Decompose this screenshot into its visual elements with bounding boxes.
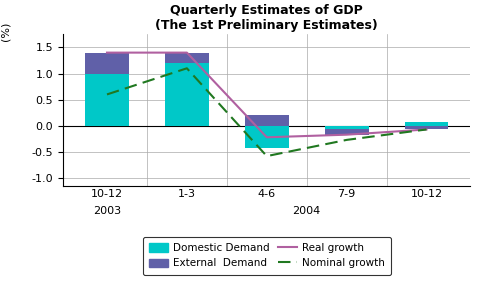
Bar [165,63,209,126]
Bar [404,126,448,130]
Bar [85,53,129,74]
Bar [244,115,288,126]
Bar [324,130,368,135]
Y-axis label: (%): (%) [0,22,10,41]
Text: 2003: 2003 [93,206,121,216]
Bar [85,74,129,126]
Bar [404,122,448,126]
Bar [165,53,209,63]
Bar [244,126,288,148]
Bar [324,126,368,130]
Text: 2004: 2004 [292,206,320,216]
Title: Quarterly Estimates of GDP
(The 1st Preliminary Estimates): Quarterly Estimates of GDP (The 1st Prel… [155,4,378,32]
Legend: Domestic Demand, External  Demand, Real growth, Nominal growth: Domestic Demand, External Demand, Real g… [142,237,390,275]
